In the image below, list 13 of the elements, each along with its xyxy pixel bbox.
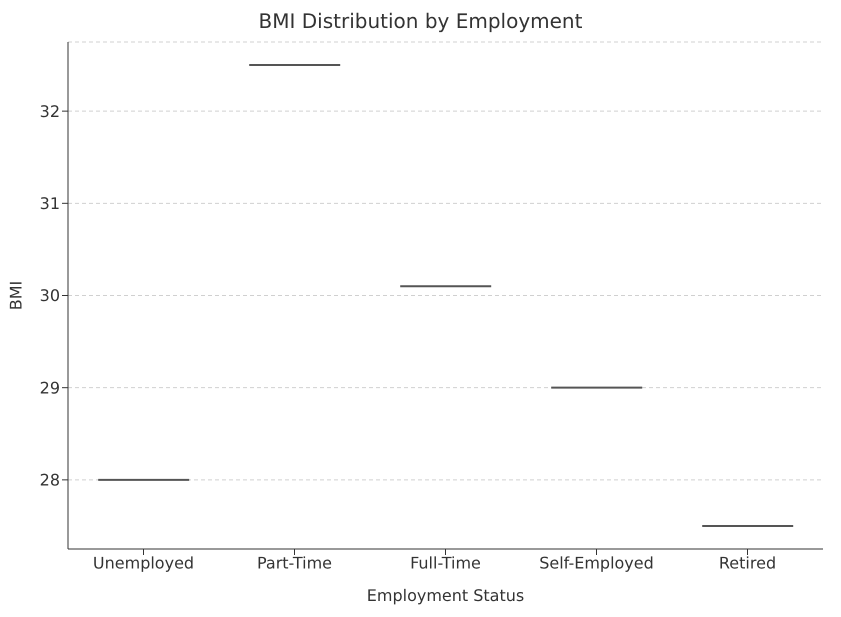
y-tick-label: 29 <box>40 378 60 398</box>
y-axis-title: BMI <box>6 280 26 310</box>
y-tick-label: 28 <box>40 470 60 490</box>
x-tick-label: Retired <box>718 553 776 572</box>
y-tick-label: 30 <box>40 286 60 306</box>
x-tick-label: Unemployed <box>92 553 194 572</box>
x-tick-label: Self-Employed <box>539 553 654 572</box>
x-tick-label: Full-Time <box>410 553 481 572</box>
y-tick-label: 31 <box>40 194 60 213</box>
chart-title: BMI Distribution by Employment <box>258 8 584 34</box>
y-tick-label: 32 <box>40 102 60 121</box>
x-axis-title: Employment Status <box>366 586 524 605</box>
x-tick-label: Part-Time <box>256 553 332 572</box>
